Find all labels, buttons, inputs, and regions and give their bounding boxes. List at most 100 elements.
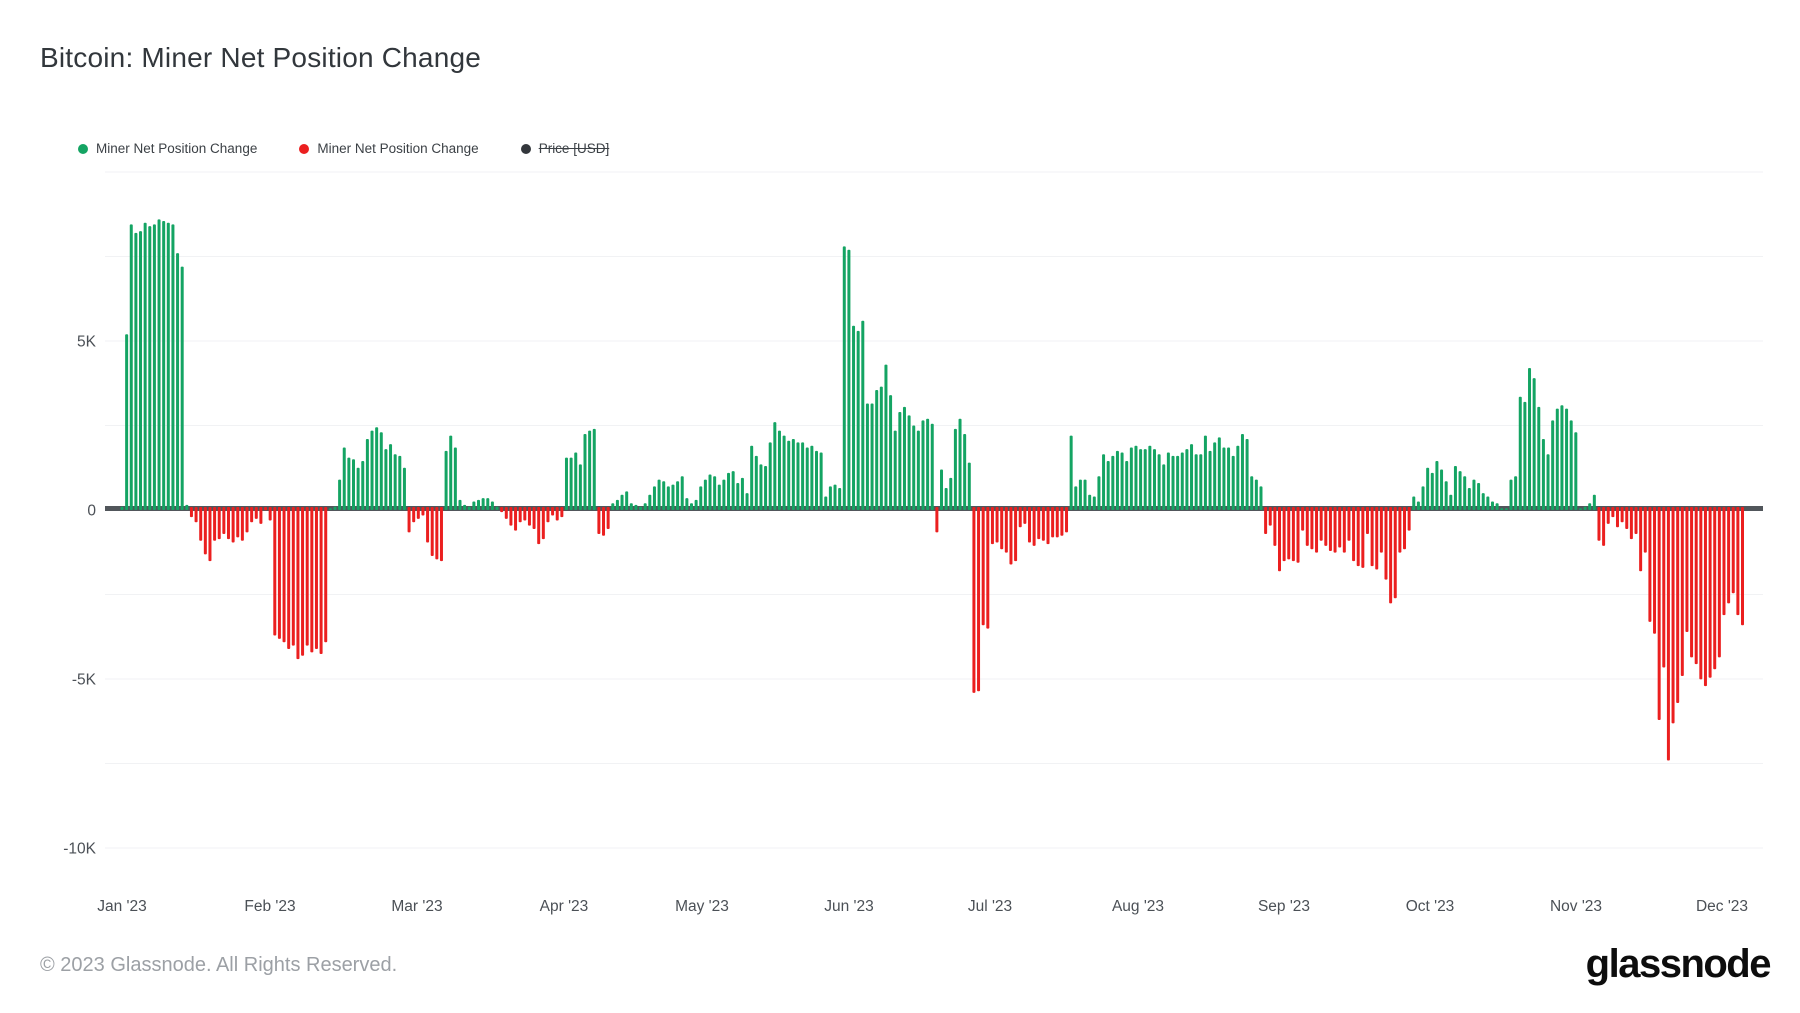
bar[interactable] (1518, 396, 1522, 510)
bar[interactable] (421, 507, 425, 516)
bar[interactable] (1393, 507, 1397, 599)
bar[interactable] (1115, 450, 1119, 510)
bar[interactable] (578, 464, 582, 510)
bar[interactable] (1643, 507, 1647, 553)
bar[interactable] (231, 507, 235, 543)
bar[interactable] (1134, 445, 1138, 510)
bar[interactable] (537, 507, 541, 545)
bar[interactable] (1069, 435, 1073, 510)
bar[interactable] (1000, 507, 1004, 550)
bar[interactable] (731, 471, 735, 510)
bar[interactable] (611, 503, 615, 510)
bar[interactable] (509, 507, 513, 526)
bar[interactable] (444, 450, 448, 510)
bar[interactable] (277, 507, 281, 639)
bar[interactable] (171, 224, 175, 510)
bar[interactable] (1727, 507, 1731, 604)
bar[interactable] (1023, 507, 1027, 524)
bar[interactable] (1736, 507, 1740, 616)
bar[interactable] (301, 507, 305, 656)
bar[interactable] (1199, 454, 1203, 510)
bar[interactable] (1310, 507, 1314, 550)
bar[interactable] (1370, 507, 1374, 567)
bar[interactable] (310, 507, 314, 653)
bar[interactable] (916, 430, 920, 510)
bar[interactable] (1245, 439, 1249, 510)
bar[interactable] (713, 476, 717, 510)
bar[interactable] (824, 496, 828, 510)
bar[interactable] (328, 508, 332, 510)
bar[interactable] (1291, 507, 1295, 562)
bar[interactable] (629, 503, 633, 510)
bar[interactable] (361, 460, 365, 510)
bar[interactable] (768, 442, 772, 510)
bar[interactable] (759, 464, 763, 510)
bar[interactable] (1342, 507, 1346, 553)
bar[interactable] (1541, 439, 1545, 510)
bar[interactable] (541, 507, 545, 540)
bar[interactable] (314, 507, 318, 649)
bar[interactable] (898, 411, 902, 510)
bar[interactable] (143, 222, 147, 510)
bar[interactable] (1259, 486, 1263, 510)
bar[interactable] (389, 444, 393, 510)
bar[interactable] (1453, 466, 1457, 510)
bar[interactable] (1625, 507, 1629, 529)
bar[interactable] (1412, 496, 1416, 510)
bar[interactable] (815, 450, 818, 510)
bar[interactable] (481, 498, 485, 510)
bar[interactable] (666, 486, 670, 510)
bar[interactable] (1407, 507, 1411, 531)
bar[interactable] (953, 428, 957, 510)
bar[interactable] (1328, 507, 1332, 551)
bar[interactable] (1435, 460, 1439, 510)
bar[interactable] (773, 422, 777, 510)
bar[interactable] (1074, 486, 1078, 510)
bar[interactable] (477, 499, 481, 510)
bar[interactable] (208, 507, 212, 562)
bar[interactable] (676, 481, 680, 510)
bar[interactable] (1532, 378, 1536, 510)
bar[interactable] (1481, 493, 1485, 510)
bar[interactable] (1092, 496, 1096, 510)
bar[interactable] (1102, 454, 1106, 510)
bar[interactable] (782, 435, 786, 510)
bar[interactable] (1194, 454, 1198, 510)
bar[interactable] (1717, 507, 1721, 658)
bar[interactable] (583, 433, 587, 510)
bar[interactable] (1676, 507, 1680, 704)
bar[interactable] (1569, 420, 1573, 510)
bar[interactable] (796, 442, 800, 510)
bar[interactable] (185, 504, 189, 510)
bar[interactable] (764, 466, 768, 510)
bar[interactable] (1578, 508, 1582, 510)
bar[interactable] (1384, 507, 1388, 580)
bar[interactable] (810, 445, 814, 510)
bar[interactable] (194, 507, 198, 523)
bar[interactable] (1231, 455, 1235, 510)
bar[interactable] (1055, 507, 1059, 538)
bar[interactable] (1467, 488, 1471, 510)
bar[interactable] (1143, 449, 1147, 510)
bar[interactable] (518, 507, 522, 523)
bar[interactable] (819, 452, 823, 510)
bar[interactable] (1375, 507, 1379, 570)
bar[interactable] (1421, 486, 1425, 510)
bar[interactable] (324, 507, 328, 643)
bar[interactable] (296, 507, 300, 660)
bar[interactable] (504, 507, 508, 519)
bar[interactable] (861, 320, 865, 510)
bar[interactable] (1125, 460, 1129, 510)
bar[interactable] (250, 507, 254, 523)
bar[interactable] (1546, 454, 1550, 510)
bar[interactable] (597, 507, 601, 535)
bar[interactable] (1268, 507, 1272, 526)
bar[interactable] (1139, 449, 1143, 510)
bar[interactable] (1014, 507, 1018, 562)
bar[interactable] (639, 506, 643, 510)
bar[interactable] (398, 455, 402, 510)
bar[interactable] (1004, 507, 1008, 553)
bar[interactable] (1731, 507, 1735, 594)
bar[interactable] (245, 507, 249, 533)
bar[interactable] (977, 507, 981, 692)
